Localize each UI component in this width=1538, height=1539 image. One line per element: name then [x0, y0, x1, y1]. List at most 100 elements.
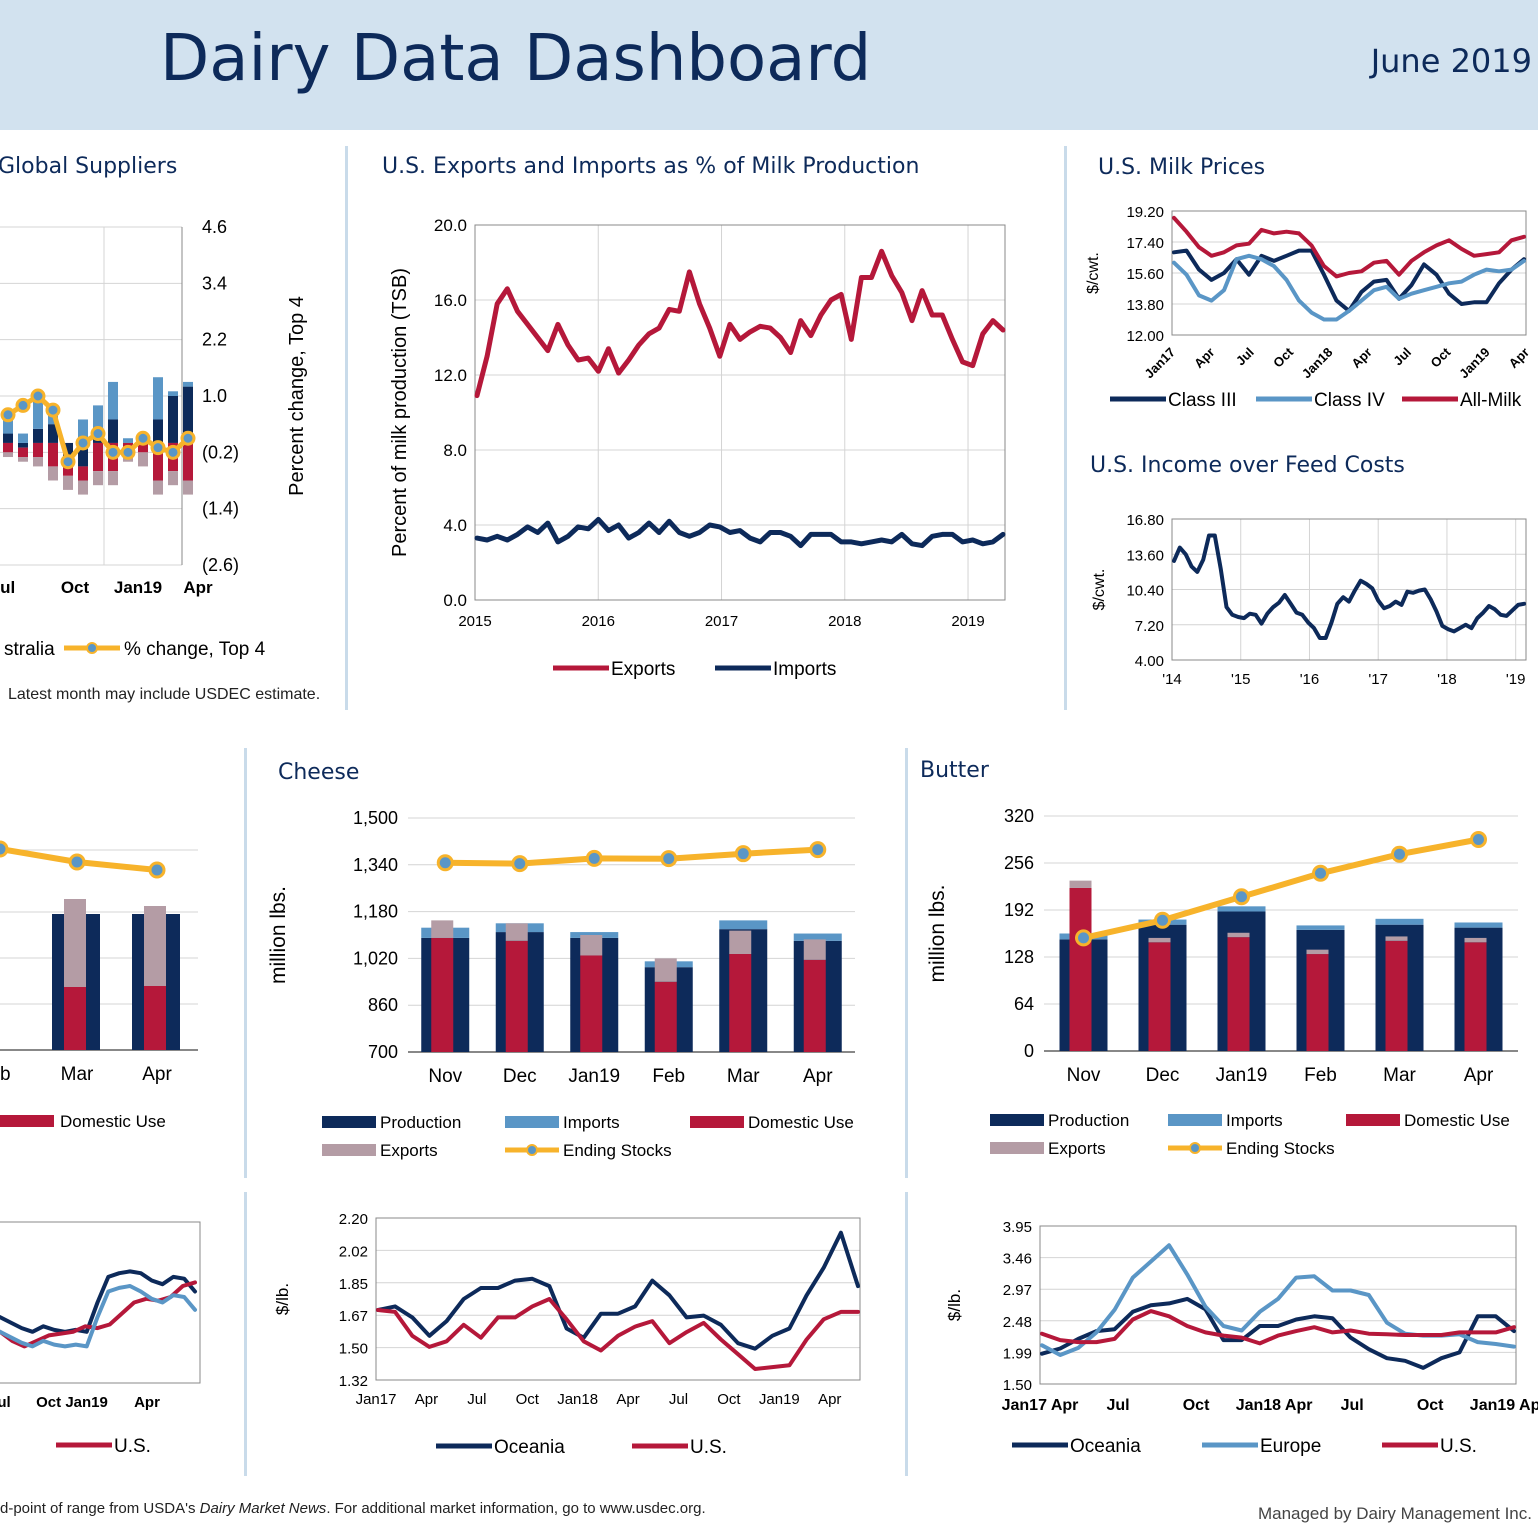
bar-segment: [3, 452, 13, 458]
bar-segment: [153, 480, 163, 495]
y-tick-label: 320: [1004, 806, 1034, 826]
legend-swatch: [0, 1115, 54, 1127]
bar-exports: [654, 958, 677, 982]
legend-oceania-label: Oceania: [494, 1437, 565, 1458]
ending-stocks-point: [511, 855, 529, 873]
x-tick-label: Mar: [727, 1066, 760, 1087]
bar-segment: [108, 381, 118, 420]
y-axis-label: Percent of milk production (TSB): [389, 268, 411, 557]
x-tick-label: Jan18: [1299, 345, 1336, 382]
ending-stocks-point: [734, 845, 752, 863]
pct-change-point: [120, 444, 136, 460]
legend-label: Exports: [380, 1141, 438, 1160]
bar-exports: [729, 930, 752, 955]
ending-stocks-point: [0, 840, 9, 858]
bar-domestic-use: [580, 955, 603, 1052]
bar-segment: [168, 471, 178, 486]
y-tick-label: 1.50: [1003, 1377, 1032, 1394]
footer-source: d-point of range from USDA's Dairy Marke…: [0, 1500, 706, 1517]
x-tick-label: Apr: [803, 1066, 833, 1087]
bar-exports: [1227, 932, 1250, 938]
bar-segment: [18, 447, 28, 458]
bar-segment: [183, 442, 193, 481]
legend-swatch: [322, 1116, 376, 1128]
legend-label: Domestic Use: [1404, 1111, 1510, 1130]
y2-tick-label: (2.6): [202, 555, 239, 575]
x-tick-label: Oct: [1428, 344, 1454, 370]
y-tick-label: 1.67: [339, 1308, 368, 1325]
series-line-1: [474, 516, 1006, 549]
y-tick-label: 3.46: [1003, 1251, 1032, 1268]
bar-segment: [153, 419, 163, 443]
x-tick-label: Oct: [1270, 344, 1296, 370]
bar-segment: [33, 442, 43, 458]
x-tick-label: Mar: [61, 1064, 94, 1085]
global-suppliers-chart: 4.6 3.4 2.2 1.0 (0.2) (1.4) (2.6) Percent chang…: [0, 217, 308, 660]
series-line-1: [0, 1280, 197, 1349]
butter-prices-chart: 1.50 1.99 2.48 2.97 3.46 3.95 Jan17 Apr Jul Oct J…: [945, 1219, 1538, 1457]
pct-change-point: [60, 454, 76, 470]
x-tick-label: '14: [1162, 671, 1182, 688]
bar-imports: [1454, 922, 1503, 928]
bar-segment: [48, 442, 58, 467]
x-tick-label: Dec: [1146, 1065, 1180, 1086]
series-line-0: [0, 1269, 197, 1334]
x-tick-label: Feb: [1304, 1065, 1337, 1086]
pct-change-point: [75, 435, 91, 451]
y-tick-label: 15.60: [1126, 266, 1164, 283]
x-tick-label: Apr: [142, 1064, 172, 1085]
y-tick-label: 19.20: [1126, 204, 1164, 221]
bar-exports: [1464, 937, 1487, 943]
y-tick-label: 64: [1014, 994, 1034, 1014]
series-line-2: [1172, 215, 1526, 279]
x-tick-label: Jul: [0, 578, 15, 597]
pct-change-point: [165, 444, 181, 460]
y-axis-label: million lbs.: [926, 884, 949, 982]
bar-exports: [505, 923, 528, 941]
legend-allmilk-label: All-Milk: [1460, 390, 1522, 411]
legend-swatch: [1346, 1114, 1400, 1126]
y-tick-label: 13.80: [1126, 297, 1164, 314]
y-tick-label: 17.40: [1126, 235, 1164, 252]
bar-domestic-use: [64, 987, 86, 1050]
x-tick-label: Nov: [428, 1066, 462, 1087]
y-tick-label: 1.99: [1003, 1345, 1032, 1362]
bar-domestic-use: [144, 986, 166, 1050]
x-tick-label: 2019: [951, 613, 984, 630]
bar-domestic-use: [1464, 942, 1487, 1051]
pct-change-point: [90, 426, 106, 442]
bar-segment: [108, 419, 118, 443]
y-tick-label: 1,500: [353, 808, 398, 828]
x-tick-label: eb: [0, 1064, 11, 1085]
y-tick-label: 20.0: [434, 216, 467, 235]
divider: [905, 748, 908, 1178]
y2-tick-label: 2.2: [202, 330, 227, 350]
series-line-europe: [0, 1284, 197, 1349]
y-tick-label: 2.48: [1003, 1314, 1032, 1331]
bar-segment: [153, 442, 163, 481]
x-tick-label: Jan19: [568, 1066, 620, 1087]
bar-segment: [33, 400, 43, 429]
bar-domestic-use: [1069, 887, 1092, 1051]
footer-source-b: . For additional market information, go …: [326, 1500, 706, 1517]
pct-change-point: [15, 397, 31, 413]
bar-domestic-use: [1385, 940, 1408, 1051]
footer-source-a: d-point of range from USDA's: [0, 1500, 200, 1517]
x-tick-label: Nov: [1067, 1065, 1101, 1086]
bar-domestic-use: [729, 954, 752, 1052]
y-tick-label: 4.0: [443, 516, 467, 535]
bar-imports: [1375, 918, 1424, 925]
pct-change-point: [135, 430, 151, 446]
bar-exports: [1385, 936, 1408, 941]
x-tick-label: Apr: [415, 1391, 438, 1408]
series-line-0: [474, 248, 1006, 399]
plot-frame: [1039, 1225, 1517, 1385]
bar-exports: [1306, 949, 1329, 955]
ending-stocks-point: [148, 861, 166, 879]
x-tick-label: Jul: [669, 1391, 688, 1408]
ending-stocks-line: [1080, 836, 1482, 941]
legend-oceania-label: Oceania: [1070, 1436, 1141, 1457]
y2-axis-label: Percent change, Top 4: [286, 296, 308, 496]
y-tick-label: 10.40: [1126, 583, 1164, 600]
